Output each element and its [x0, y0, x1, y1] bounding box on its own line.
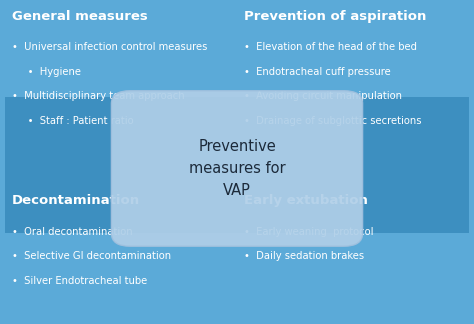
- Text: •  Endotracheal cuff pressure: • Endotracheal cuff pressure: [244, 67, 391, 77]
- Text: •  Elevation of the head of the bed: • Elevation of the head of the bed: [244, 42, 417, 52]
- Text: General measures: General measures: [12, 10, 147, 23]
- Text: •  Selective GI decontamination: • Selective GI decontamination: [12, 251, 171, 261]
- Text: •  Oral decontamination: • Oral decontamination: [12, 227, 132, 237]
- Bar: [5, 97, 469, 233]
- Text: •  Early weaning  protocol: • Early weaning protocol: [244, 227, 374, 237]
- Text: Preventive
measures for
VAP: Preventive measures for VAP: [189, 139, 285, 198]
- Text: •  Multidisciplinary team approach: • Multidisciplinary team approach: [12, 91, 184, 101]
- Text: •  Drainage of subglottic secretions: • Drainage of subglottic secretions: [244, 116, 421, 126]
- Text: Early extubation: Early extubation: [244, 194, 368, 207]
- Text: Prevention of aspiration: Prevention of aspiration: [244, 10, 427, 23]
- Text: Decontamination: Decontamination: [12, 194, 140, 207]
- Text: •  Silver Endotracheal tube: • Silver Endotracheal tube: [12, 276, 147, 286]
- Text: •  Universal infection control measures: • Universal infection control measures: [12, 42, 207, 52]
- FancyBboxPatch shape: [111, 91, 363, 246]
- Text: •  Avoiding circuit manipulation: • Avoiding circuit manipulation: [244, 91, 402, 101]
- Text: •  Hygiene: • Hygiene: [12, 67, 81, 77]
- Text: •  Staff : Patient ratio: • Staff : Patient ratio: [12, 116, 134, 126]
- Text: •  Daily sedation brakes: • Daily sedation brakes: [244, 251, 364, 261]
